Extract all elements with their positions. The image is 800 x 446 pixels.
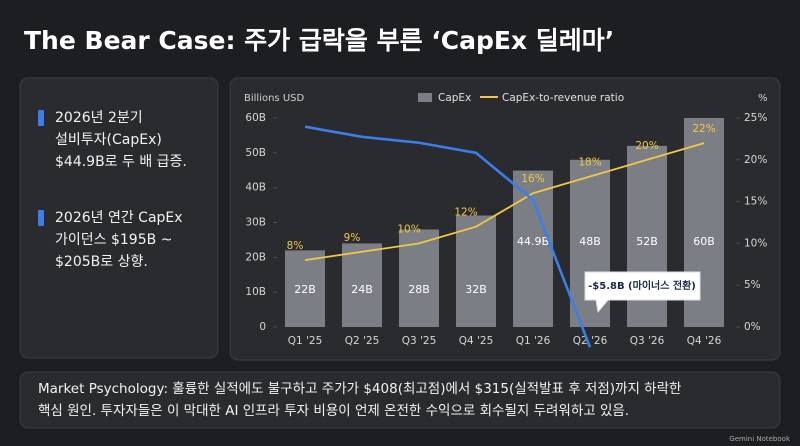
y-axis-label: Billions USD	[244, 93, 304, 104]
bar-value-label: 24B	[351, 283, 373, 296]
bullet-text: 2026년 연간 CapEx	[55, 210, 183, 226]
y2-tick-label: 20%	[744, 154, 767, 166]
x-tick-label: Q3 '26	[630, 335, 665, 347]
slide-title: The Bear Case: 주가 급락을 부른 ‘CapEx 딜레마’	[24, 26, 614, 55]
bar	[456, 215, 496, 327]
x-tick-label: Q4 '26	[687, 335, 722, 347]
x-tick-label: Q3 '25	[402, 335, 437, 347]
bullet-marker	[38, 110, 44, 126]
y-tick-label: 50B	[245, 147, 266, 159]
y2-tick-label: 0%	[744, 321, 761, 333]
bullet-panel	[19, 77, 219, 359]
bar	[285, 250, 325, 327]
y-tick-label: 20B	[245, 251, 266, 263]
annotation-box	[584, 271, 701, 314]
x-tick-label: Q1 '26	[516, 335, 551, 347]
x-tick-label: Q1 '25	[288, 335, 323, 347]
note-panel	[19, 371, 781, 429]
bar-value-label: 48B	[579, 235, 601, 248]
y-tick-label: 60B	[245, 112, 266, 124]
line-value-label: 8%	[287, 240, 304, 252]
y2-tick-label: 15%	[744, 196, 767, 208]
y-tick-label: 0	[259, 321, 266, 333]
x-tick-label: Q4 '25	[459, 335, 494, 347]
footer: Gemini Notebook	[729, 435, 791, 443]
y-tick-label: 40B	[245, 182, 266, 194]
line-value-label: 10%	[397, 223, 420, 235]
bar-value-label: 32B	[465, 283, 487, 296]
bar	[513, 170, 553, 327]
y-tick-label: 30B	[245, 217, 266, 229]
line-value-label: 9%	[344, 232, 361, 244]
y-tick-label: 10B	[245, 286, 266, 298]
y2-tick-label: 10%	[744, 237, 767, 249]
bar-value-label: 60B	[693, 235, 715, 248]
bullet-text: 설비투자(CapEx)	[55, 132, 162, 148]
bar-value-label: 44.9B	[517, 235, 549, 248]
bullet-text: 가이던스 $195B ~	[55, 232, 172, 248]
y2-tick-label: 25%	[744, 112, 767, 124]
line-value-label: 20%	[635, 140, 658, 152]
line-value-label: 12%	[454, 207, 477, 219]
line-series	[304, 142, 705, 262]
x-tick-label: Q2 '26	[573, 335, 608, 347]
bullet-marker	[38, 210, 44, 226]
annotation-text: -$5.8B (마이너스 전환)	[588, 279, 696, 292]
line-value-label: 18%	[578, 157, 601, 169]
bullet-text: 2026년 2분기	[55, 110, 143, 126]
legend-swatch	[418, 93, 432, 102]
bullet-text: $205B로 상향.	[55, 254, 148, 270]
legend-label: CapEx-to-revenue ratio	[502, 92, 624, 104]
bar-value-label: 22B	[294, 283, 316, 296]
line-value-label: 16%	[521, 173, 544, 185]
note-text: Market Psychology: 훌륭한 실적에도 불구하고 주가가 $40…	[38, 381, 681, 397]
note-text: 핵심 원인. 투자자들은 이 막대한 AI 인프라 투자 비용이 언제 온전한 …	[38, 403, 629, 419]
line-value-label: 22%	[692, 123, 715, 135]
bar-value-label: 28B	[408, 283, 430, 296]
bullet-text: $44.9B로 두 배 급증.	[55, 154, 187, 170]
y2-tick-label: 5%	[744, 279, 761, 291]
legend-label: CapEx	[438, 92, 471, 104]
line-series	[304, 125, 592, 348]
bar-value-label: 52B	[636, 235, 658, 248]
y2-axis-label: %	[758, 93, 768, 104]
bar	[342, 243, 382, 327]
x-tick-label: Q2 '25	[345, 335, 380, 347]
